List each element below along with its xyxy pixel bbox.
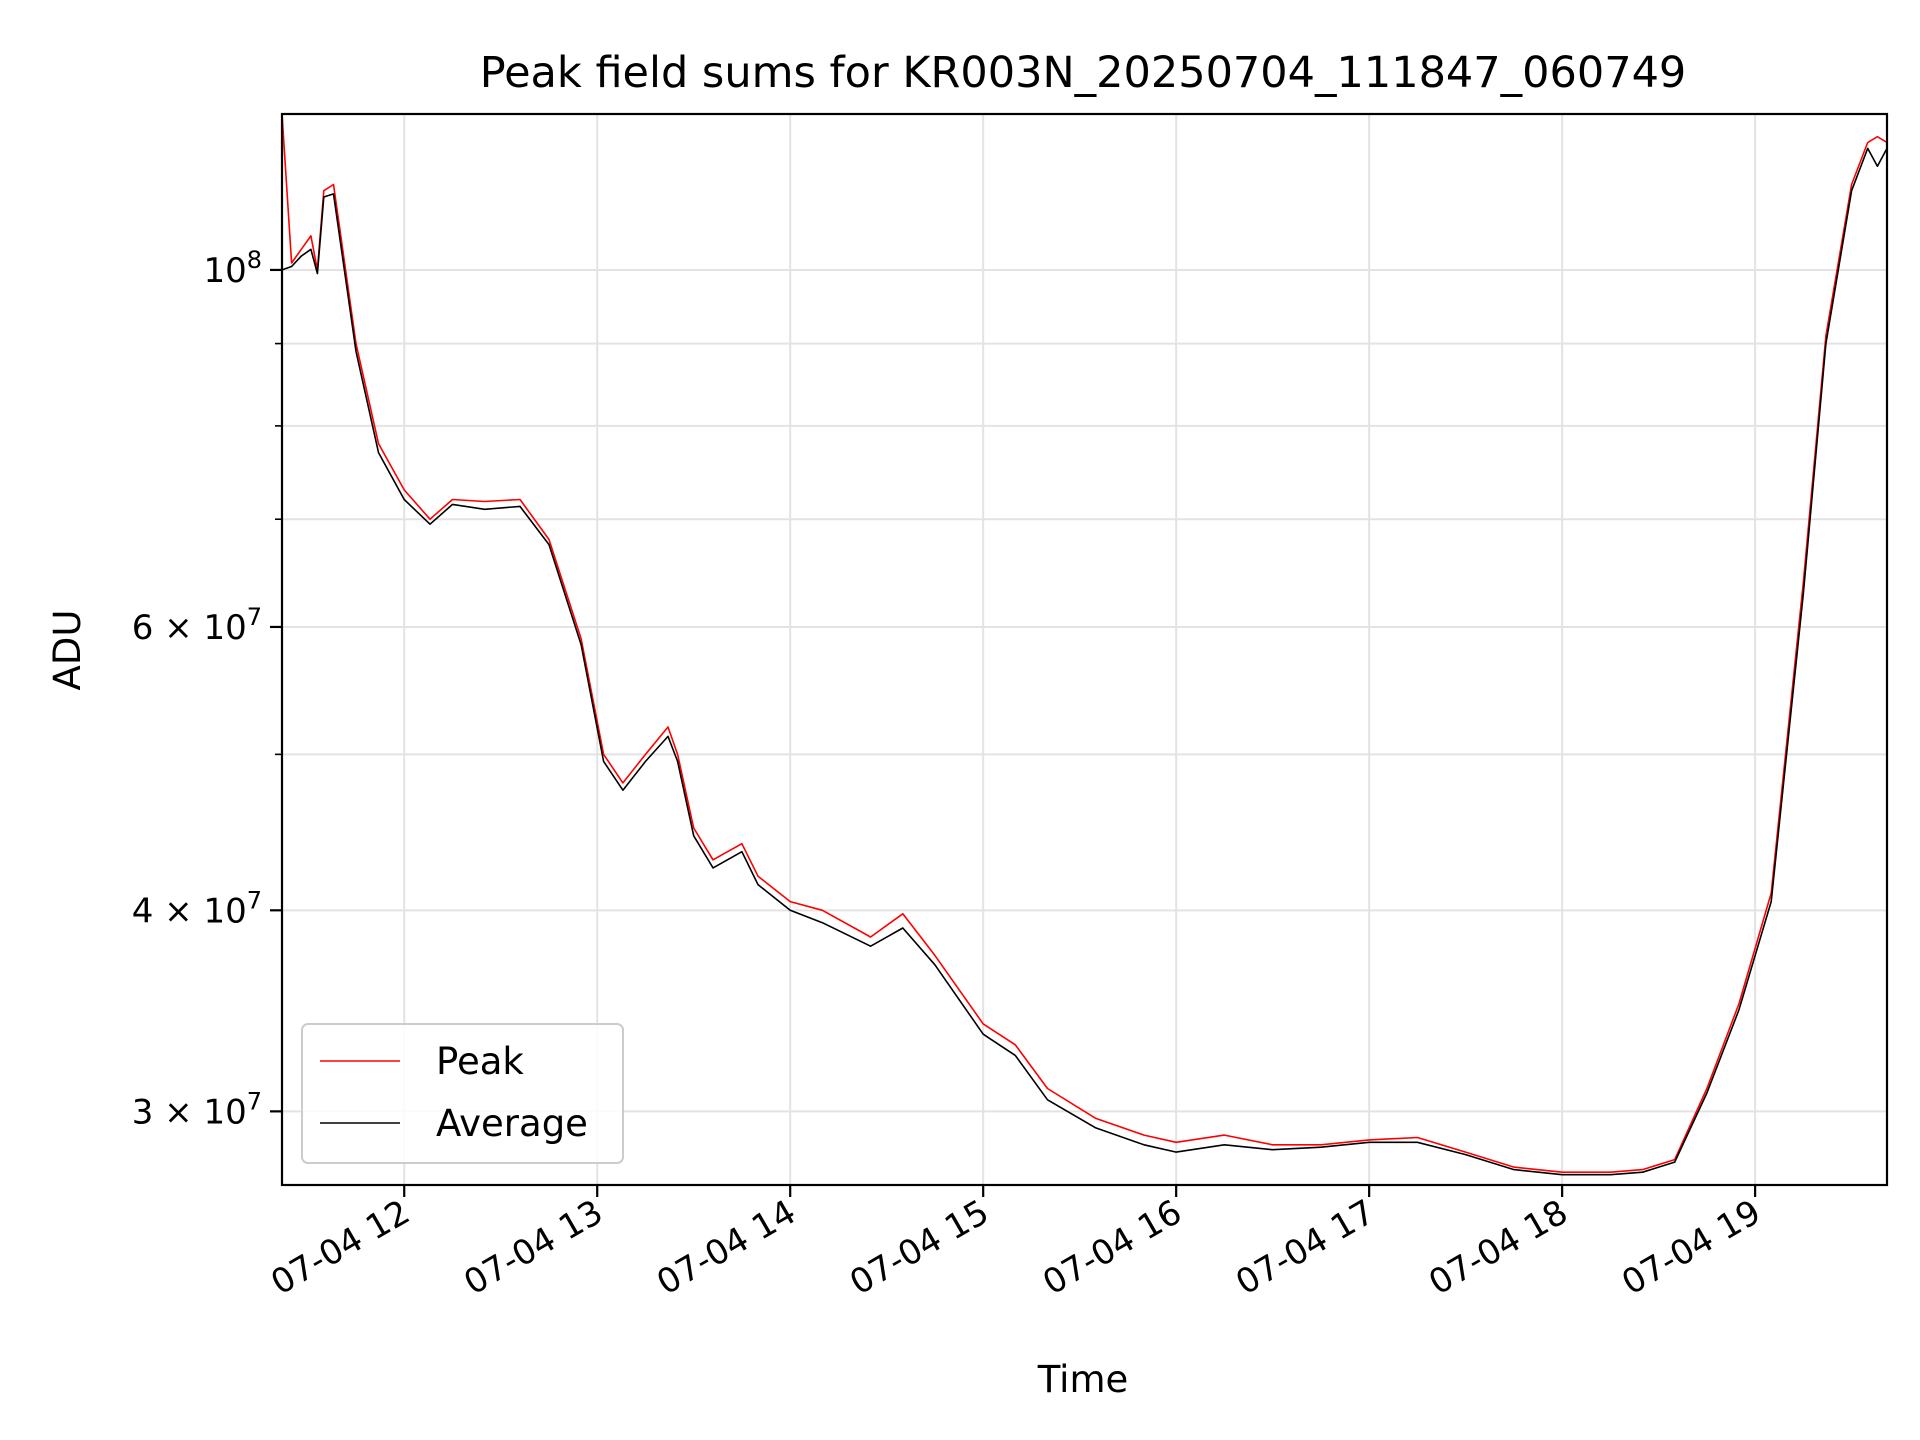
plot-frame xyxy=(280,112,1889,1187)
y-tick-label: 108 xyxy=(203,246,262,291)
grid xyxy=(282,114,1887,1185)
series-line-peak xyxy=(281,113,1888,1173)
y-tick-label: 3 × 107 xyxy=(132,1087,262,1132)
x-axis-label: Time xyxy=(1037,1358,1129,1401)
legend-box xyxy=(301,1023,624,1164)
y-tick-label: 6 × 107 xyxy=(132,603,262,648)
chart-title: Peak field sums for KR003N_20250704_1118… xyxy=(480,48,1687,98)
y-axis-label: ADU xyxy=(46,610,89,691)
legend-label-peak: Peak xyxy=(436,1040,524,1083)
y-tick-label: 4 × 107 xyxy=(132,886,262,931)
series-line-average xyxy=(281,147,1888,1176)
series-lines xyxy=(281,113,1888,1176)
legend-label-average: Average xyxy=(436,1102,588,1145)
legend: Peak Average xyxy=(301,1023,624,1164)
